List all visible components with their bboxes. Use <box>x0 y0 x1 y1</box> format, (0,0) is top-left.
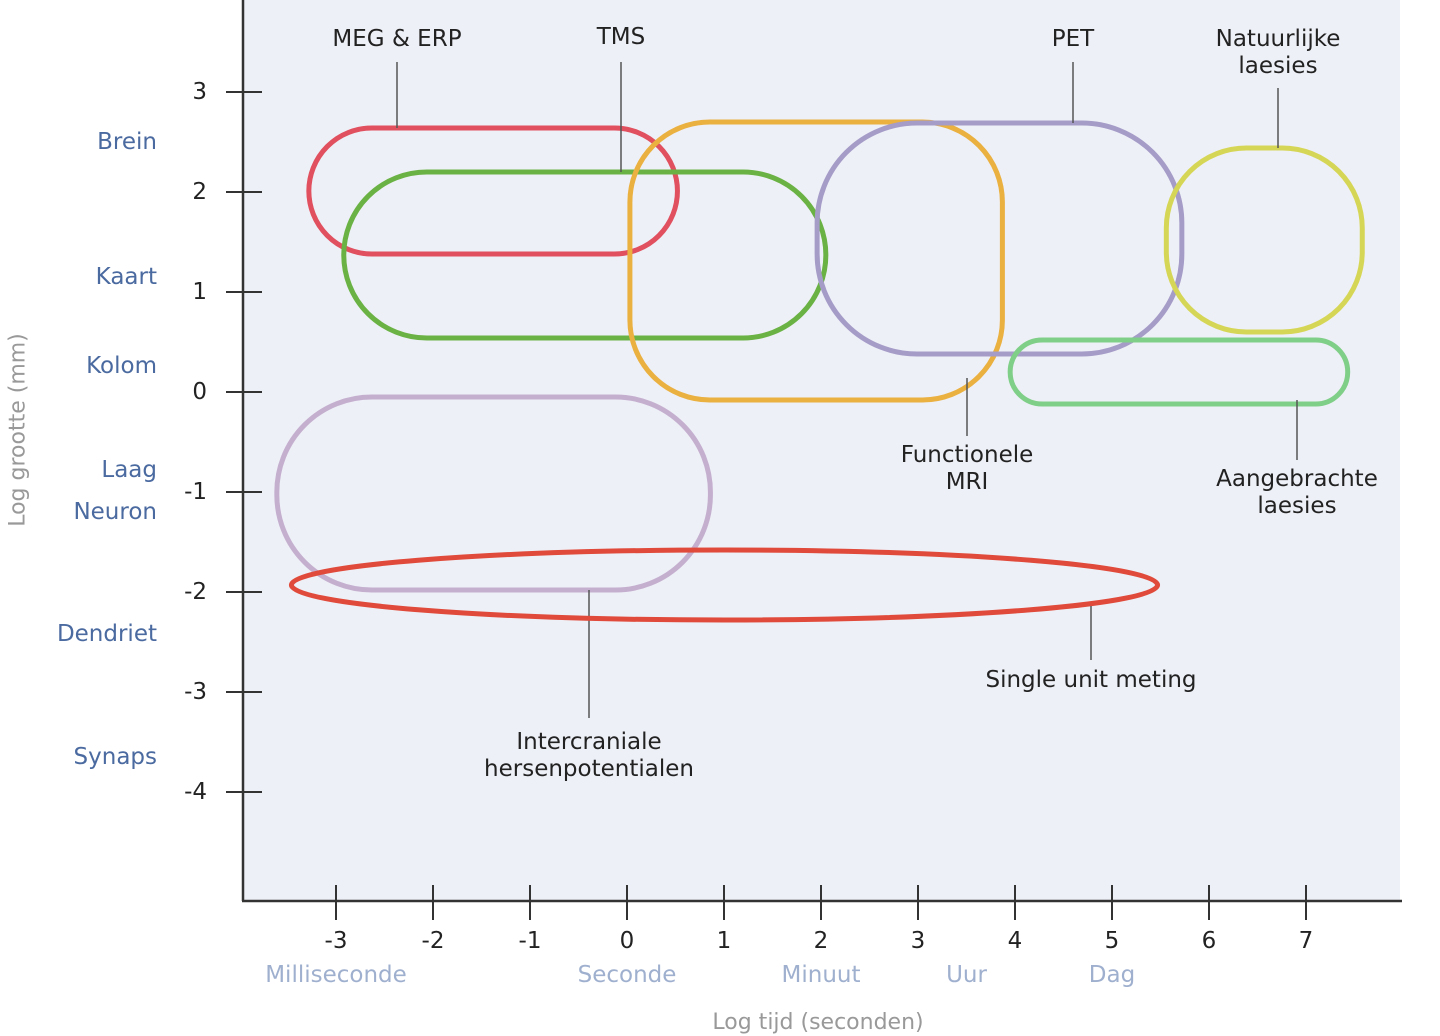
y-tick-label: -1 <box>184 479 207 505</box>
x-tick-label: 2 <box>813 928 829 954</box>
y-tick-label: -2 <box>184 579 207 605</box>
region-meg-erp <box>306 125 680 257</box>
method-label: Single unit meting <box>985 667 1197 693</box>
y-tick-label: 0 <box>192 379 207 405</box>
method-label: TMS <box>596 24 646 50</box>
time-unit-label: Uur <box>946 962 987 988</box>
x-tick-label: -1 <box>518 928 542 954</box>
y-tick-label: 1 <box>192 279 207 305</box>
time-unit-label: Minuut <box>781 962 861 988</box>
y-axis-title: Log grootte (mm) <box>5 333 31 527</box>
x-tick-label: 5 <box>1104 928 1120 954</box>
size-category-label: Brein <box>97 129 157 155</box>
y-tick-label: 2 <box>192 179 207 205</box>
time-unit-label: Milliseconde <box>265 962 407 988</box>
region-tms <box>341 169 829 341</box>
size-category-label: Kolom <box>86 353 157 379</box>
size-category-label: Neuron <box>73 499 157 525</box>
region-natuurlijke-laesies <box>1163 145 1365 335</box>
x-tick-label: 3 <box>910 928 926 954</box>
region-single-unit-meting <box>288 547 1161 623</box>
size-category-label: Kaart <box>95 264 157 290</box>
region-pet <box>814 120 1185 357</box>
method-label: Intercraniale hersenpotentialen <box>484 729 694 782</box>
x-axis-title: Log tijd (seconden) <box>712 1010 924 1035</box>
method-label: PET <box>1051 26 1095 52</box>
y-tick-label: -3 <box>184 679 207 705</box>
size-category-label: Laag <box>101 457 157 483</box>
time-unit-label: Dag <box>1088 962 1136 988</box>
x-tick-label: 7 <box>1298 928 1314 954</box>
time-unit-label: Seconde <box>577 962 677 988</box>
region-aangebrachte-laesies <box>1007 337 1351 407</box>
x-tick-label: 0 <box>619 928 635 954</box>
plot-background <box>243 0 1400 900</box>
method-label: Aangebrachte laesies <box>1216 466 1378 519</box>
y-tick-label: -4 <box>184 779 207 805</box>
x-tick-label: 1 <box>716 928 732 954</box>
region-intercraniale-hersenpotentialen <box>274 394 713 593</box>
x-tick-label: 6 <box>1201 928 1217 954</box>
method-label: Natuurlijke laesies <box>1215 26 1341 79</box>
size-category-label: Dendriet <box>56 621 157 647</box>
x-tick-label: 4 <box>1007 928 1023 954</box>
x-tick-label: -3 <box>324 928 348 954</box>
region-functionele-mri <box>627 119 1005 403</box>
x-tick-label: -2 <box>421 928 445 954</box>
size-category-label: Synaps <box>73 744 157 770</box>
y-tick-label: 3 <box>192 79 207 105</box>
method-label: Functionele MRI <box>900 442 1034 495</box>
method-label: MEG & ERP <box>332 26 462 52</box>
